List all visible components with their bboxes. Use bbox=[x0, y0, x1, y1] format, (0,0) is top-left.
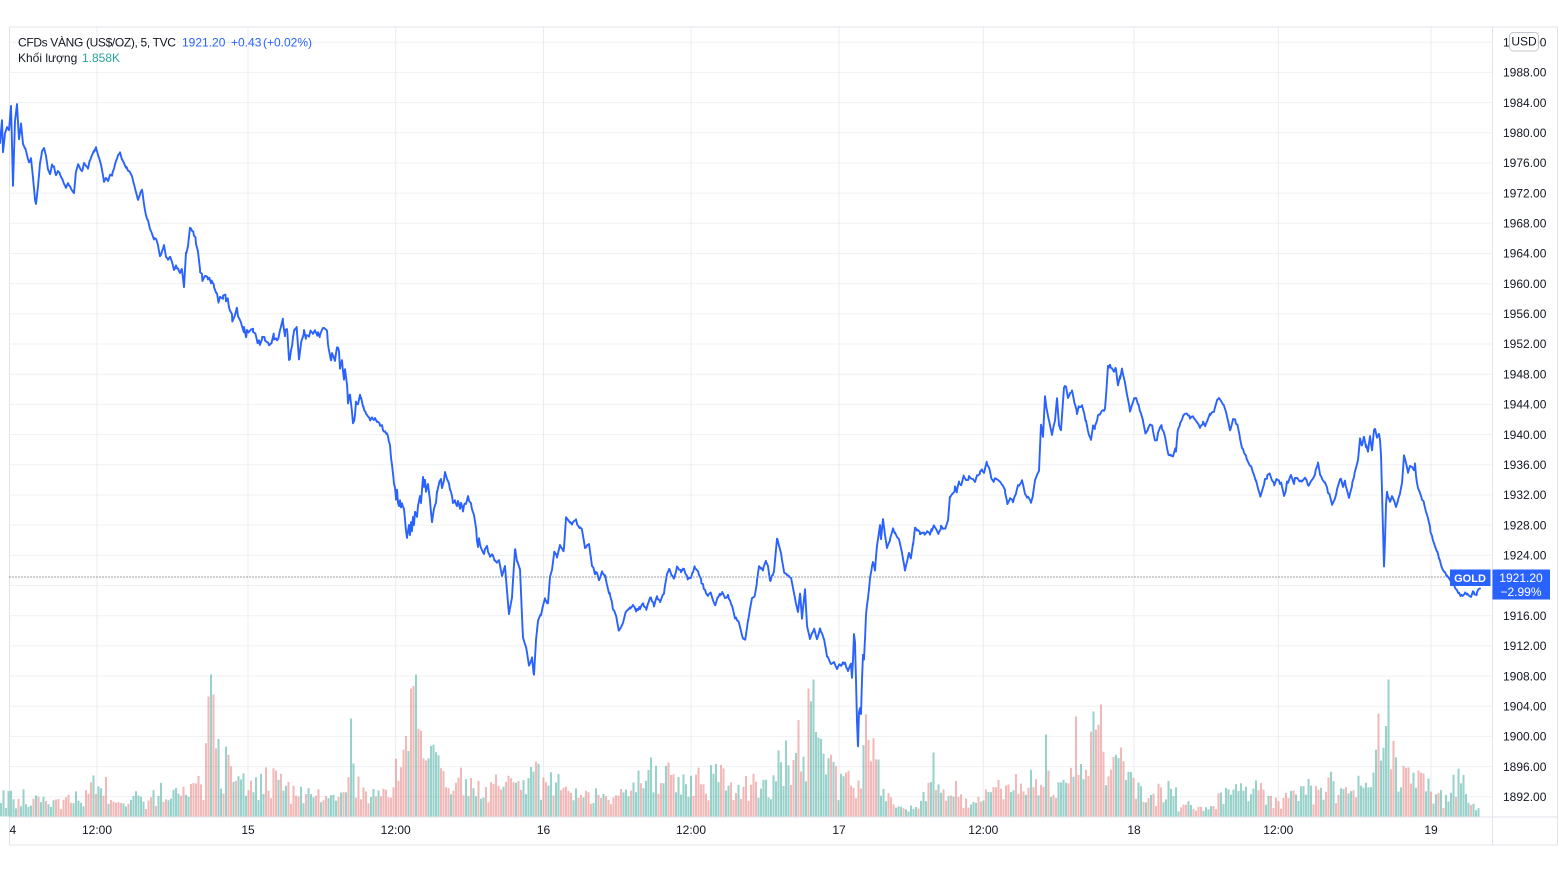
svg-text:+0.43: +0.43 bbox=[231, 36, 262, 50]
svg-text:1916.00: 1916.00 bbox=[1503, 609, 1547, 623]
svg-text:1.858K: 1.858K bbox=[82, 51, 120, 65]
svg-text:1924.00: 1924.00 bbox=[1503, 549, 1547, 563]
svg-text:12:00: 12:00 bbox=[676, 823, 706, 837]
svg-text:1976.00: 1976.00 bbox=[1503, 156, 1547, 170]
svg-text:(+0.02%): (+0.02%) bbox=[263, 36, 312, 50]
svg-text:CFDs VÀNG (US$/OZ), 5, TVC: CFDs VÀNG (US$/OZ), 5, TVC bbox=[18, 35, 176, 50]
svg-text:1956.00: 1956.00 bbox=[1503, 307, 1547, 321]
svg-text:1932.00: 1932.00 bbox=[1503, 488, 1547, 502]
svg-text:1980.00: 1980.00 bbox=[1503, 126, 1547, 140]
svg-text:1921.20: 1921.20 bbox=[1499, 571, 1543, 585]
svg-text:1964.00: 1964.00 bbox=[1503, 247, 1547, 261]
svg-text:1892.00: 1892.00 bbox=[1503, 790, 1547, 804]
svg-text:1908.00: 1908.00 bbox=[1503, 669, 1547, 683]
svg-text:USD: USD bbox=[1511, 35, 1537, 49]
svg-text:19: 19 bbox=[1424, 823, 1438, 837]
svg-text:1948.00: 1948.00 bbox=[1503, 367, 1547, 381]
svg-text:12:00: 12:00 bbox=[1263, 823, 1293, 837]
svg-text:1960.00: 1960.00 bbox=[1503, 277, 1547, 291]
svg-text:1904.00: 1904.00 bbox=[1503, 699, 1547, 713]
svg-text:1972.00: 1972.00 bbox=[1503, 186, 1547, 200]
svg-text:18: 18 bbox=[1127, 823, 1141, 837]
svg-text:1936.00: 1936.00 bbox=[1503, 458, 1547, 472]
svg-text:GOLD: GOLD bbox=[1454, 573, 1486, 585]
svg-text:1921.20: 1921.20 bbox=[182, 36, 226, 50]
svg-text:1952.00: 1952.00 bbox=[1503, 337, 1547, 351]
svg-text:17: 17 bbox=[832, 823, 846, 837]
svg-text:12:00: 12:00 bbox=[968, 823, 998, 837]
svg-text:16: 16 bbox=[537, 823, 551, 837]
svg-text:1944.00: 1944.00 bbox=[1503, 398, 1547, 412]
svg-text:4: 4 bbox=[10, 823, 17, 837]
svg-text:1900.00: 1900.00 bbox=[1503, 730, 1547, 744]
svg-text:12:00: 12:00 bbox=[381, 823, 411, 837]
svg-text:15: 15 bbox=[241, 823, 255, 837]
svg-text:1940.00: 1940.00 bbox=[1503, 428, 1547, 442]
svg-text:1984.00: 1984.00 bbox=[1503, 96, 1547, 110]
svg-text:1928.00: 1928.00 bbox=[1503, 518, 1547, 532]
svg-text:12:00: 12:00 bbox=[82, 823, 112, 837]
svg-text:1912.00: 1912.00 bbox=[1503, 639, 1547, 653]
svg-text:Khối lượng: Khối lượng bbox=[18, 51, 77, 65]
svg-text:1988.00: 1988.00 bbox=[1503, 66, 1547, 80]
svg-text:1968.00: 1968.00 bbox=[1503, 217, 1547, 231]
svg-text:−2.99%: −2.99% bbox=[1500, 585, 1541, 599]
svg-text:1896.00: 1896.00 bbox=[1503, 760, 1547, 774]
